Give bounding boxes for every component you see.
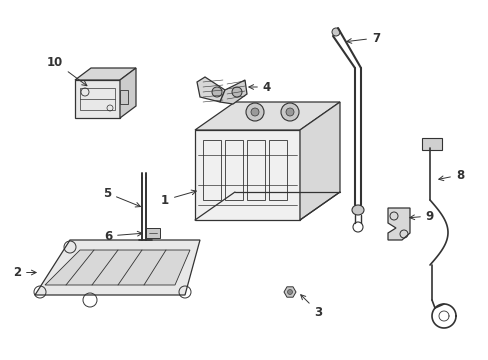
Polygon shape xyxy=(284,287,295,297)
Text: 2: 2 xyxy=(13,266,36,279)
Bar xyxy=(146,228,160,238)
Polygon shape xyxy=(120,68,136,118)
Text: 10: 10 xyxy=(47,55,87,86)
Text: 6: 6 xyxy=(103,230,142,243)
Polygon shape xyxy=(75,80,120,118)
Polygon shape xyxy=(220,80,246,104)
Ellipse shape xyxy=(351,205,363,215)
Bar xyxy=(120,90,128,104)
Circle shape xyxy=(331,28,339,36)
Circle shape xyxy=(287,289,292,294)
Bar xyxy=(80,88,115,110)
Bar xyxy=(268,140,286,200)
Text: 3: 3 xyxy=(300,295,322,319)
Text: 7: 7 xyxy=(346,32,379,45)
Circle shape xyxy=(285,108,293,116)
Polygon shape xyxy=(387,208,409,240)
Text: 1: 1 xyxy=(161,190,196,207)
Polygon shape xyxy=(75,68,136,80)
Circle shape xyxy=(231,87,242,97)
Bar xyxy=(224,140,243,200)
Polygon shape xyxy=(45,250,190,285)
Circle shape xyxy=(281,103,298,121)
Text: 8: 8 xyxy=(438,168,463,181)
Bar xyxy=(246,140,264,200)
Circle shape xyxy=(245,103,264,121)
Bar xyxy=(421,138,441,150)
Text: 4: 4 xyxy=(248,81,270,94)
Polygon shape xyxy=(195,102,339,130)
Circle shape xyxy=(250,108,259,116)
Text: 9: 9 xyxy=(409,210,433,222)
Polygon shape xyxy=(35,240,200,295)
Bar xyxy=(203,140,221,200)
Circle shape xyxy=(212,87,222,97)
Polygon shape xyxy=(195,130,299,220)
Polygon shape xyxy=(299,102,339,220)
Text: 5: 5 xyxy=(102,186,140,207)
Polygon shape xyxy=(197,77,224,102)
